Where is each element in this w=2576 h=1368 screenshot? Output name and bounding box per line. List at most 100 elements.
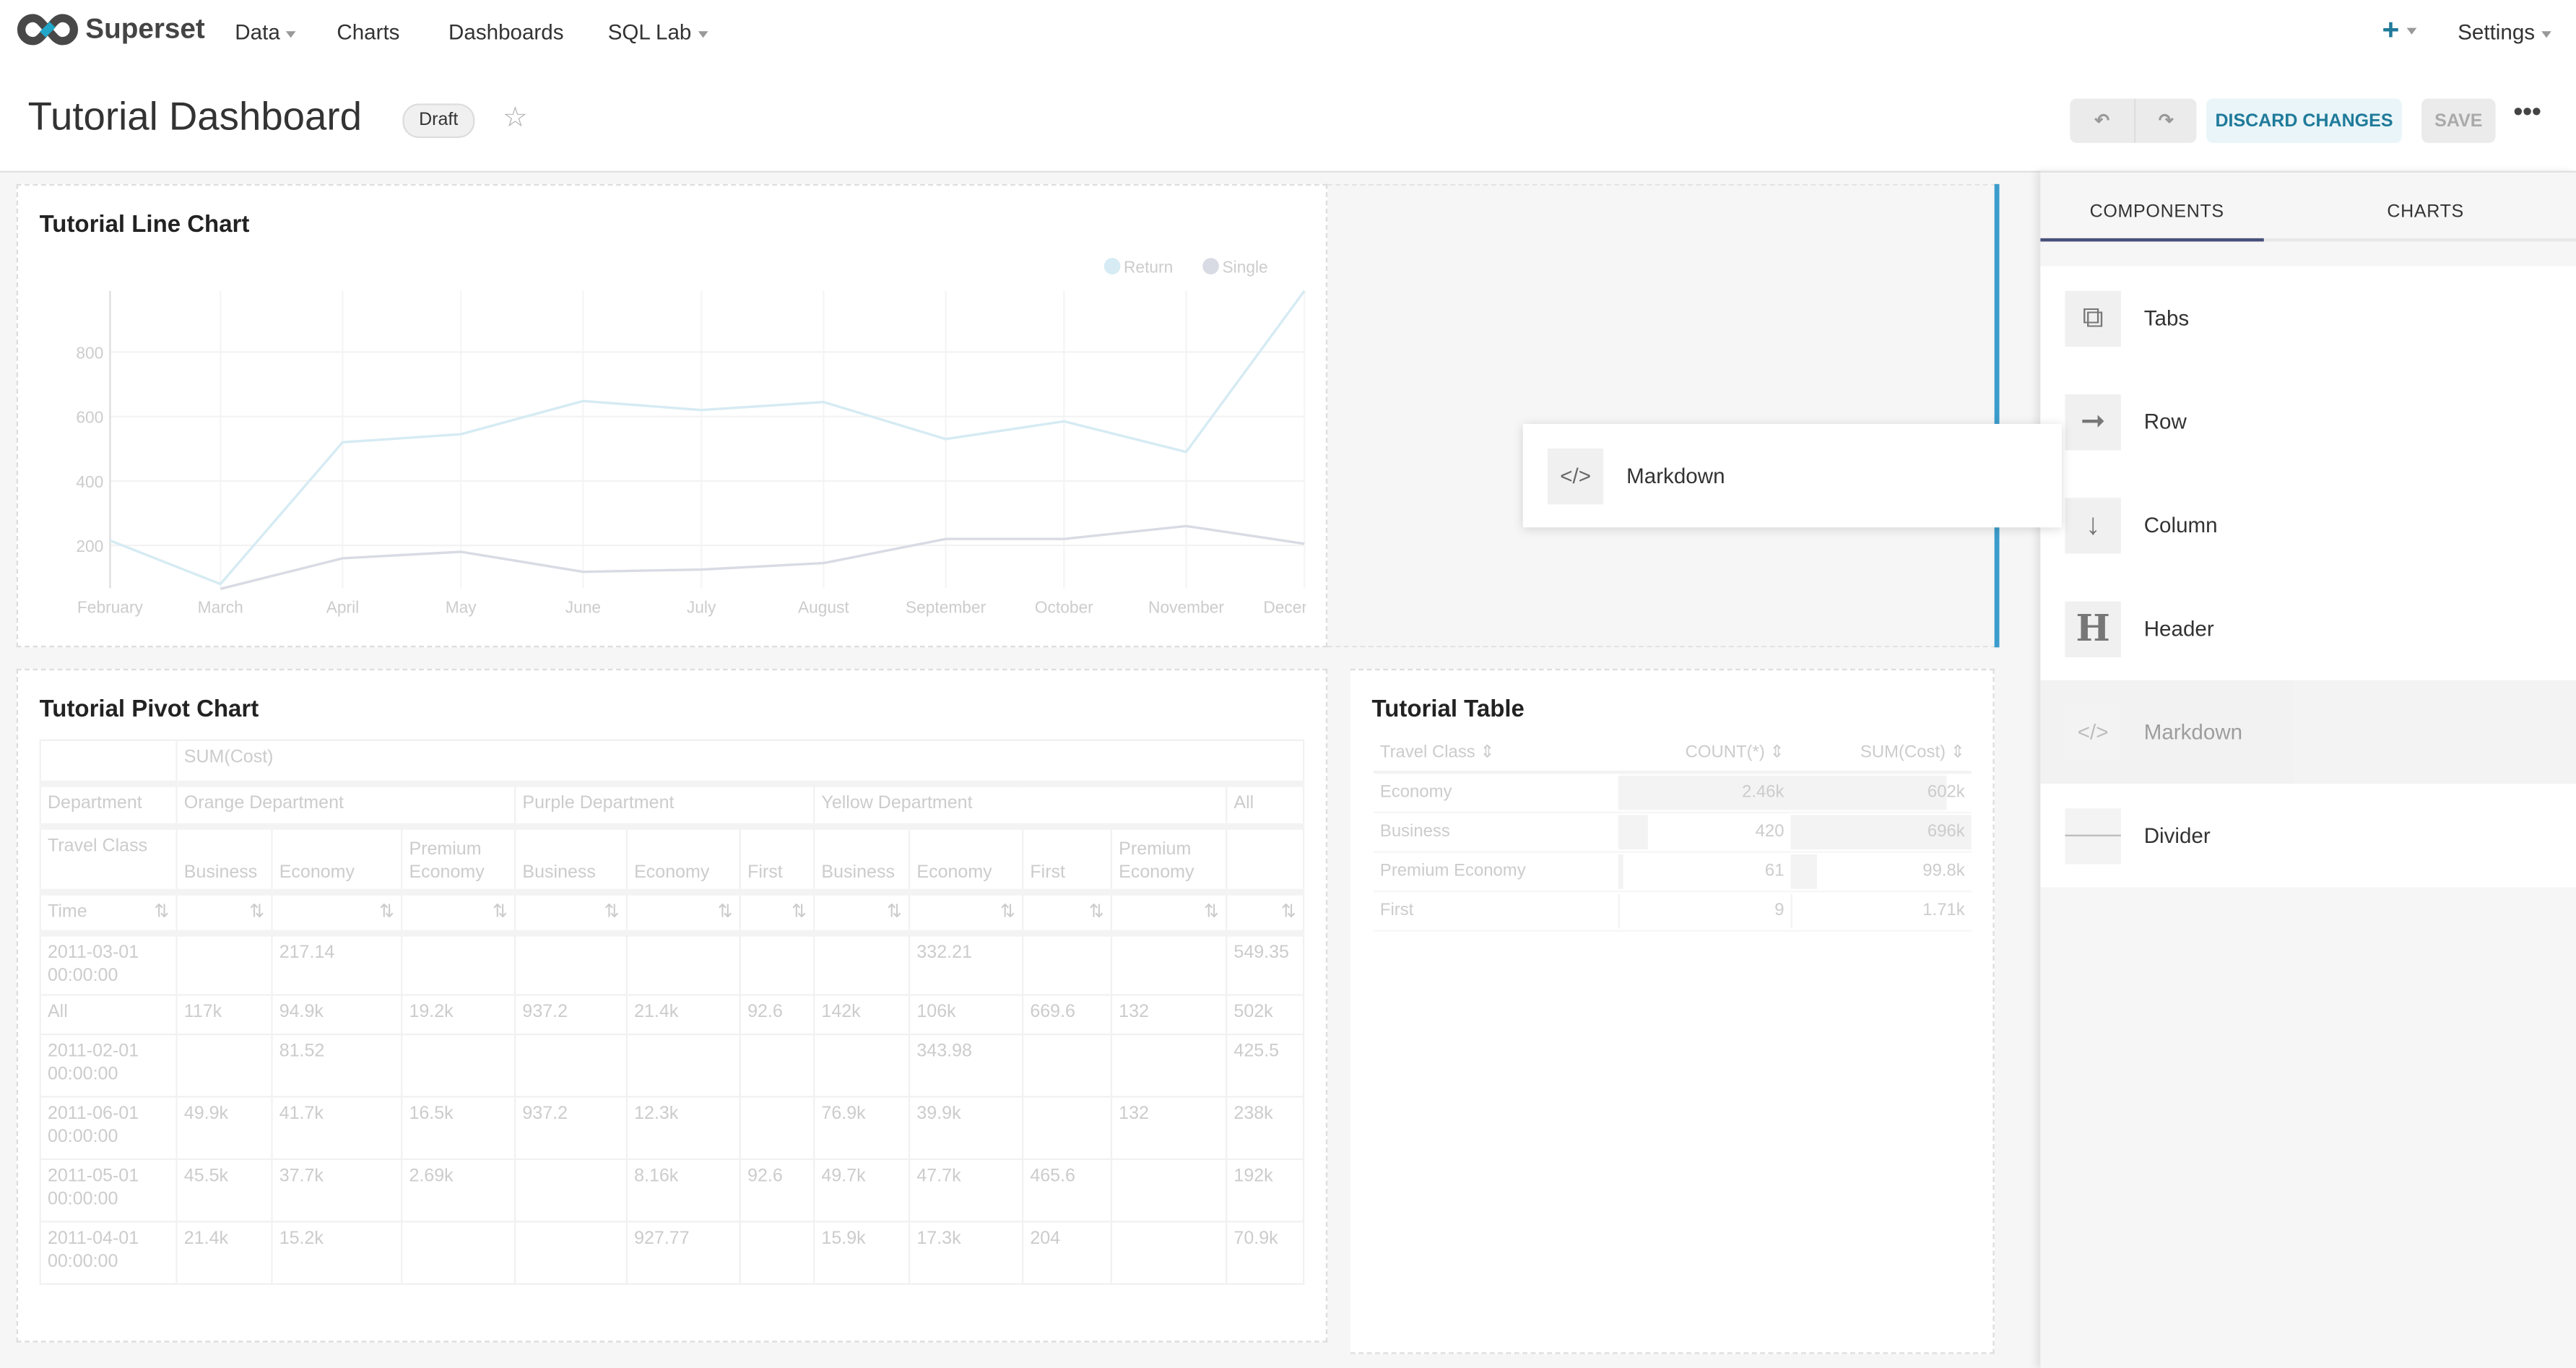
sort-icon[interactable]: ⇅ xyxy=(154,901,170,922)
more-options-icon[interactable]: ••• xyxy=(2513,98,2541,127)
plus-menu[interactable]: + xyxy=(2382,13,2416,48)
pivot-header: Time ⇅ xyxy=(39,890,178,936)
logo-icon xyxy=(17,14,79,46)
pivot-cell: 142k xyxy=(813,994,911,1036)
sort-icon[interactable]: ⇅ xyxy=(625,890,741,936)
pivot-cell: 92.6 xyxy=(739,1158,815,1223)
column-header[interactable]: SUM(Cost) ⇕ xyxy=(1790,732,1972,774)
table-row: All 117k 94.9k 19.2k 937.2 21.4k 92.6 142k 106k 6… xyxy=(39,994,1305,1036)
table-card[interactable]: Tutorial Table Travel Class ⇕ COUNT(*) ⇕ S… xyxy=(1350,668,1995,1354)
nav-data[interactable]: Data xyxy=(235,20,297,44)
pivot-cell: 37.7k xyxy=(271,1158,403,1223)
nav-charts[interactable]: Charts xyxy=(337,20,400,45)
sort-icon[interactable]: ⇅ xyxy=(401,890,516,936)
pivot-cell: 17.3k xyxy=(908,1221,1024,1285)
pivot-cell: 47.7k xyxy=(908,1158,1024,1223)
pivot-cell: 41.7k xyxy=(271,1096,403,1161)
table-cell: Economy xyxy=(1373,772,1618,813)
active-tab-indicator xyxy=(2040,238,2264,242)
superset-logo[interactable]: Superset xyxy=(17,13,205,46)
chart-title: Tutorial Pivot Chart xyxy=(39,696,259,723)
legend-marker xyxy=(1202,258,1219,274)
component-header[interactable]: H Header xyxy=(2040,576,2576,680)
pivot-cell: 8.16k xyxy=(625,1158,741,1223)
undo-button[interactable]: ↶ xyxy=(2070,98,2135,143)
data-table: Travel Class ⇕ COUNT(*) ⇕ SUM(Cost) ⇕ Econo… xyxy=(1373,732,1972,931)
column-header[interactable]: COUNT(*) ⇕ xyxy=(1618,732,1791,774)
pivot-header: Orange Department xyxy=(175,782,516,829)
pivot-cell xyxy=(175,931,273,996)
sort-icon[interactable]: ⇅ xyxy=(908,890,1024,936)
sort-icon[interactable]: ⇅ xyxy=(514,890,628,936)
y-tick-label: 400 xyxy=(76,472,103,491)
sort-icon[interactable]: ⇅ xyxy=(1021,890,1113,936)
component-tabs[interactable]: ⧉ Tabs xyxy=(2040,266,2576,370)
star-icon[interactable]: ☆ xyxy=(503,102,528,134)
markdown-drag-ghost[interactable]: </> Markdown xyxy=(1522,423,2062,528)
sort-icon[interactable]: ⇅ xyxy=(1226,890,1305,936)
cell-bar xyxy=(1790,775,1948,810)
component-divider[interactable]: Divider xyxy=(2040,784,2576,888)
pivot-corner xyxy=(39,739,178,787)
discard-changes-button[interactable]: DISCARD CHANGES xyxy=(2206,98,2402,143)
tab-components[interactable]: COMPONENTS xyxy=(2089,202,2224,222)
component-column[interactable]: ↓ Column xyxy=(2040,473,2576,577)
pivot-table: SUM(Cost) Department Orange Department Purp… xyxy=(39,739,1305,1285)
table-row: 2011-06-01 00:00:00 49.9k 41.7k 16.5k 937.2 1… xyxy=(39,1096,1305,1161)
line-chart-card[interactable]: Tutorial Line Chart 200 400 600 800 February… xyxy=(16,183,1328,648)
table-cell: Premium Economy xyxy=(1373,851,1618,892)
sort-icon[interactable]: ⇅ xyxy=(271,890,403,936)
pivot-cell: 21.4k xyxy=(175,1221,273,1285)
table-row: 2011-03-01 00:00:00 217.14 332.21 549.35 xyxy=(39,931,1305,996)
pivot-cell xyxy=(625,1033,741,1098)
pivot-cell: 2011-03-01 00:00:00 xyxy=(39,931,178,996)
component-row[interactable]: ➞ Row xyxy=(2040,369,2576,474)
chart-title: Tutorial Table xyxy=(1371,696,1525,723)
pivot-cell xyxy=(739,1033,815,1098)
pivot-cell: 332.21 xyxy=(908,931,1024,996)
arrow-down-icon: ↓ xyxy=(2065,497,2121,553)
pivot-header: First xyxy=(739,824,815,895)
table-row: 2011-02-01 00:00:00 81.52 343.98 425.5 xyxy=(39,1033,1305,1098)
sort-icon[interactable]: ⇅ xyxy=(1110,890,1228,936)
page-title[interactable]: Tutorial Dashboard xyxy=(27,95,362,140)
nav-sql-lab[interactable]: SQL Lab xyxy=(608,20,708,44)
table-row: Economy 2.46k 602k xyxy=(1373,772,1972,813)
pivot-chart-card[interactable]: Tutorial Pivot Chart SUM(Cost) Department… xyxy=(16,668,1328,1343)
pivot-cell: 132 xyxy=(1110,1096,1228,1161)
sort-icon[interactable]: ⇅ xyxy=(175,890,273,936)
cell-bar xyxy=(1790,814,1972,849)
component-markdown[interactable]: </> Markdown xyxy=(2040,680,2576,784)
pivot-header: Economy xyxy=(271,824,403,895)
save-button[interactable]: SAVE xyxy=(2421,98,2496,143)
table-cell: 602k xyxy=(1790,772,1972,813)
tab-charts[interactable]: CHARTS xyxy=(2387,202,2464,222)
series-line-single xyxy=(220,524,1305,590)
redo-button[interactable]: ↷ xyxy=(2134,98,2197,143)
sort-icon[interactable]: ⇅ xyxy=(739,890,815,936)
pivot-cell xyxy=(1021,1096,1113,1161)
pivot-header: Business xyxy=(514,824,628,895)
legend-label: Return xyxy=(1124,258,1173,277)
pivot-cell: 70.9k xyxy=(1226,1221,1305,1285)
table-cell: 1.71k xyxy=(1790,890,1972,931)
pivot-cell: 927.77 xyxy=(625,1221,741,1285)
pivot-cell: 217.14 xyxy=(271,931,403,996)
column-header[interactable]: Travel Class ⇕ xyxy=(1373,732,1618,774)
legend-label: Single xyxy=(1223,258,1268,277)
code-icon: </> xyxy=(2065,704,2121,761)
pivot-cell: 238k xyxy=(1226,1096,1305,1161)
sort-icon[interactable]: ⇅ xyxy=(813,890,911,936)
pivot-cell: 92.6 xyxy=(739,994,815,1036)
nav-dashboards[interactable]: Dashboards xyxy=(448,20,564,45)
x-tick-label: May xyxy=(446,598,477,617)
table-cell: 696k xyxy=(1790,811,1972,852)
y-tick-label: 800 xyxy=(76,344,103,363)
pivot-cell: 549.35 xyxy=(1226,931,1305,996)
drop-indicator xyxy=(1994,183,2000,648)
series-line-return xyxy=(109,290,1306,586)
pivot-header: Business xyxy=(813,824,911,895)
pivot-cell xyxy=(401,931,516,996)
x-tick-label: October xyxy=(1035,598,1093,617)
settings-menu[interactable]: Settings xyxy=(2458,20,2551,44)
